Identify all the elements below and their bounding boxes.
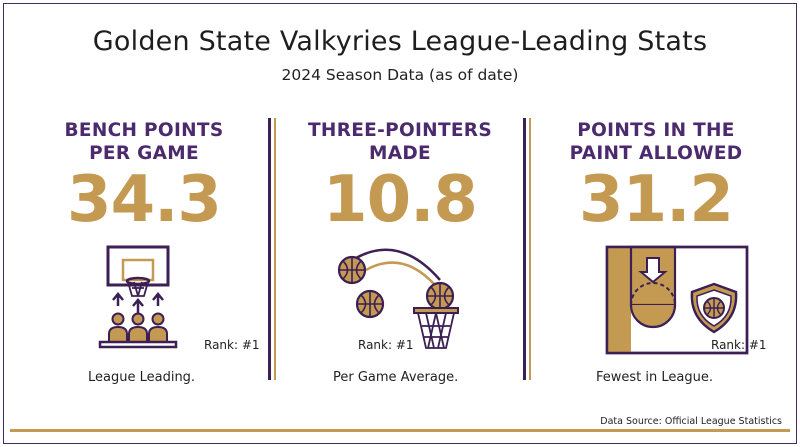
stat-caption: Fewest in League. [596,370,713,385]
stat-heading: POINTS IN THE PAINT ALLOWED [526,119,786,165]
stat-card-paint-points-allowed: POINTS IN THE PAINT ALLOWED 31.2 Rank: #… [526,0,786,447]
column-divider-1 [268,118,278,380]
stat-card-bench-points: BENCH POINTS PER GAME 34.3 Rank: #1 Leag… [14,0,274,447]
column-divider-2 [523,118,533,380]
stat-caption: Per Game Average. [333,370,459,385]
stat-heading-line1: THREE-POINTERS [308,120,492,141]
page-subtitle: 2024 Season Data (as of date) [281,66,519,84]
stat-caption: League Leading. [88,370,196,385]
stat-heading: THREE-POINTERS MADE [270,119,530,165]
bottom-gold-rule [10,429,790,432]
page-title: Golden State Valkyries League-Leading St… [92,26,708,57]
stat-value: 10.8 [323,163,478,237]
basketball-hoop-bench-icon [98,245,178,349]
stat-rank: Rank: #1 [711,338,767,352]
stat-heading-line1: POINTS IN THE [577,120,735,141]
stat-rank: Rank: #1 [358,338,414,352]
stat-rank: Rank: #1 [204,338,260,352]
stat-value: 34.3 [67,163,222,237]
stat-card-three-pointers: THREE-POINTERS MADE 10.8 Rank: #1 Per Ga… [270,0,530,447]
stat-value: 31.2 [579,163,734,237]
data-source-note: Data Source: Official League Statistics [600,416,782,427]
paint-defense-shield-icon [605,245,749,355]
stat-heading-line2: PER GAME [89,143,199,164]
stat-heading-line2: MADE [369,143,431,164]
stat-heading-line2: PAINT ALLOWED [569,143,743,164]
three-pointer-shots-icon [337,248,459,349]
stat-heading: BENCH POINTS PER GAME [14,119,274,165]
infographic-frame [3,3,797,444]
stat-heading-line1: BENCH POINTS [64,120,224,141]
